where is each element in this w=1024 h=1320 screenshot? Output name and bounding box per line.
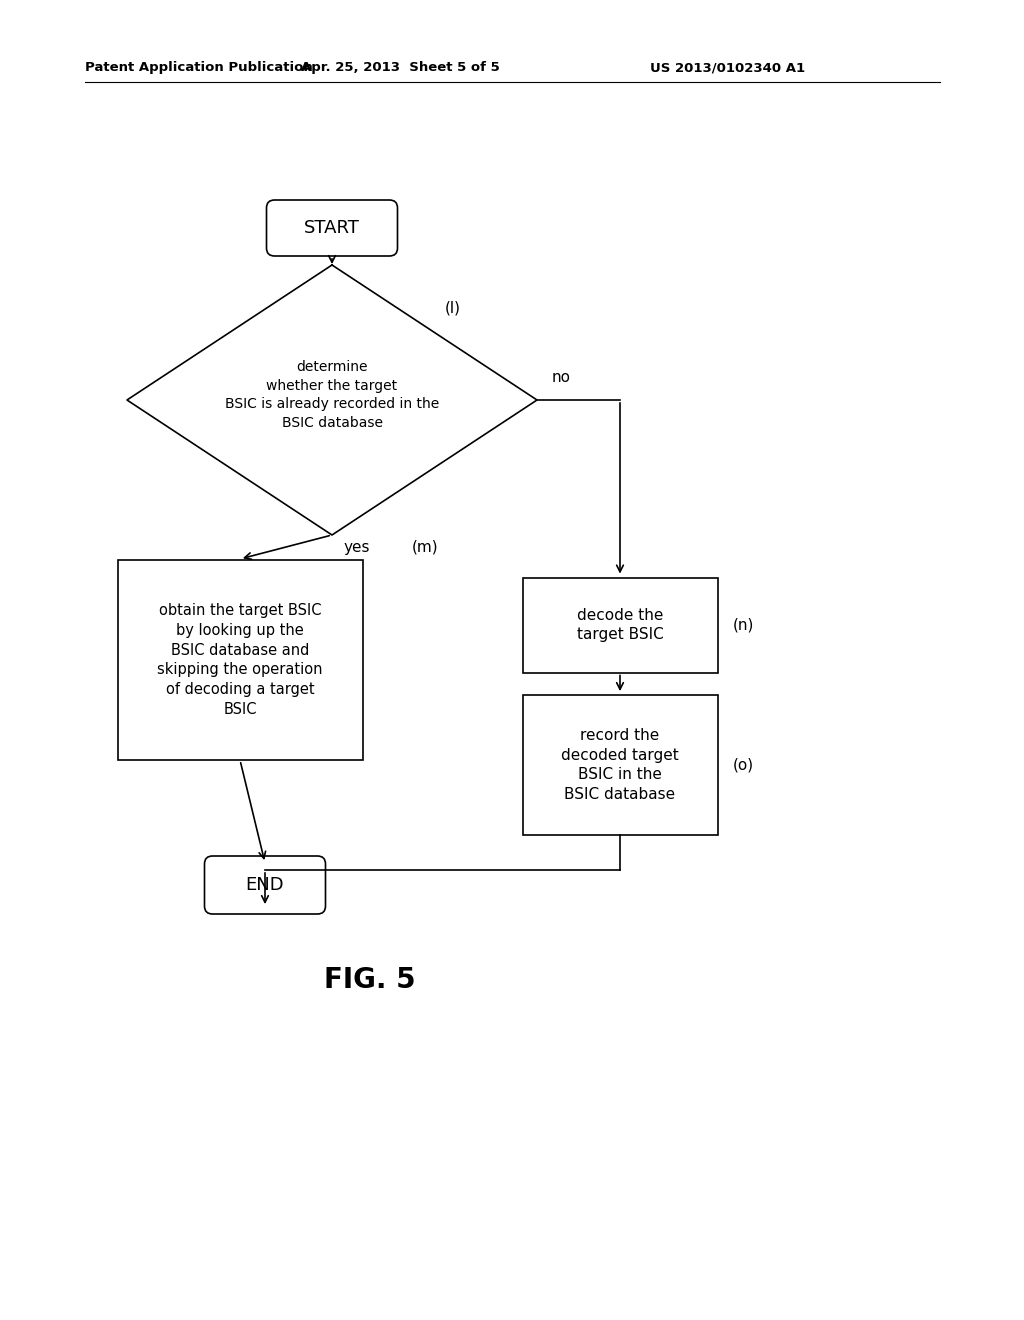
Text: (l): (l): [444, 301, 461, 315]
Text: END: END: [246, 876, 285, 894]
Text: determine
whether the target
BSIC is already recorded in the
BSIC database: determine whether the target BSIC is alr…: [225, 360, 439, 429]
FancyBboxPatch shape: [522, 696, 718, 836]
Text: (n): (n): [732, 618, 754, 632]
Text: yes: yes: [344, 540, 371, 554]
Text: no: no: [552, 370, 571, 385]
FancyBboxPatch shape: [118, 560, 362, 760]
Text: decode the
target BSIC: decode the target BSIC: [577, 607, 664, 643]
Text: START: START: [304, 219, 360, 238]
Text: FIG. 5: FIG. 5: [325, 966, 416, 994]
FancyBboxPatch shape: [522, 578, 718, 672]
Text: US 2013/0102340 A1: US 2013/0102340 A1: [650, 62, 805, 74]
FancyBboxPatch shape: [266, 201, 397, 256]
Text: obtain the target BSIC
by looking up the
BSIC database and
skipping the operatio: obtain the target BSIC by looking up the…: [158, 603, 323, 717]
Text: (o): (o): [732, 758, 754, 772]
Text: record the
decoded target
BSIC in the
BSIC database: record the decoded target BSIC in the BS…: [561, 727, 679, 803]
FancyBboxPatch shape: [205, 855, 326, 913]
Text: Apr. 25, 2013  Sheet 5 of 5: Apr. 25, 2013 Sheet 5 of 5: [301, 62, 500, 74]
Text: (m): (m): [412, 540, 438, 554]
Text: Patent Application Publication: Patent Application Publication: [85, 62, 312, 74]
